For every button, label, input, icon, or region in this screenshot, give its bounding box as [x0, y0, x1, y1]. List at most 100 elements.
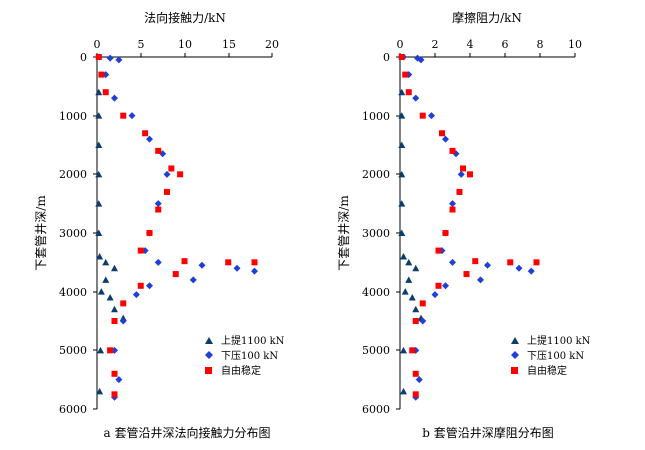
point-diamond-0-1-2	[115, 56, 123, 64]
panel-a-ytick-2: 2000	[59, 168, 87, 181]
point-triangle-1-0-9	[405, 276, 413, 283]
point-triangle-1-0-2	[398, 141, 406, 148]
point-triangle-0-0-10	[97, 288, 105, 295]
point-square-1-2-3	[419, 112, 426, 119]
point-square-0-2-4	[142, 130, 149, 137]
panel-b-ytick-6: 6000	[362, 403, 390, 416]
point-diamond-0-1-1	[106, 54, 114, 62]
legend-square-marker	[511, 367, 518, 374]
panel-a-xtick-2: 10	[178, 38, 192, 51]
point-triangle-0-0-9	[102, 276, 110, 283]
point-triangle-0-0-8	[111, 264, 118, 272]
panel-a-ytick-4: 4000	[59, 286, 87, 299]
point-square-1-2-21	[412, 391, 419, 398]
legend-triangle-marker	[205, 337, 213, 344]
point-square-0-2-14	[251, 259, 258, 266]
point-diamond-1-1-17	[442, 282, 449, 290]
point-square-0-2-2	[102, 89, 109, 96]
panel-b-xaxis: 0 2 4 6 8 10	[397, 38, 582, 58]
point-triangle-1-0-4	[398, 200, 406, 207]
point-square-1-2-4	[439, 130, 445, 137]
point-square-1-2-13	[507, 259, 514, 266]
panel-b-ytick-5: 5000	[362, 344, 390, 357]
point-diamond-0-1-17	[146, 282, 153, 290]
panel-a-ytick-6: 6000	[59, 403, 87, 416]
point-square-0-2-6	[168, 165, 175, 172]
point-triangle-0-0-0	[95, 88, 103, 96]
point-triangle-1-0-1	[398, 112, 406, 119]
legend-square-marker	[205, 367, 212, 374]
panel-a-ylabel: 下套管井深/m	[33, 195, 48, 271]
point-square-0-2-12	[181, 258, 188, 265]
panel-b-ytick-1: 1000	[362, 110, 390, 123]
point-triangle-0-0-11	[106, 294, 114, 301]
panel-a-xtick-4: 20	[265, 38, 279, 51]
point-square-1-2-11	[435, 247, 442, 254]
point-square-0-2-19	[107, 347, 114, 354]
panel-b-yaxis: 0 1000 2000 3000 4000 5000 6000 下套管井深/m	[336, 51, 401, 416]
point-diamond-1-1-6	[442, 135, 449, 143]
point-triangle-0-0-2	[95, 141, 103, 148]
panel-a-xtick-1: 5	[138, 38, 145, 51]
point-diamond-1-1-15	[527, 267, 535, 275]
point-square-1-2-1	[402, 71, 409, 78]
point-triangle-0-0-14	[97, 346, 104, 354]
panel-b-ytick-2: 2000	[362, 168, 390, 181]
point-square-1-2-16	[435, 282, 442, 289]
point-diamond-1-1-14	[515, 264, 523, 272]
point-diamond-0-1-13	[198, 261, 206, 269]
point-triangle-0-0-3	[95, 170, 103, 178]
point-square-1-2-7	[467, 171, 473, 178]
panel-b-ytick-3: 3000	[362, 227, 390, 240]
point-square-1-2-8	[456, 188, 463, 195]
point-square-1-2-9	[449, 206, 456, 213]
panel-b-xtick-1: 2	[432, 38, 439, 51]
point-square-0-2-17	[120, 300, 127, 307]
point-triangle-1-0-0	[398, 88, 406, 96]
point-diamond-1-1-2	[417, 56, 425, 64]
panel-b-ytick-0: 0	[383, 51, 390, 64]
legend-triangle-marker	[511, 337, 519, 344]
point-square-0-2-9	[155, 206, 162, 213]
point-square-0-2-1	[98, 71, 105, 78]
point-triangle-1-0-10	[401, 288, 409, 295]
point-diamond-1-1-9	[449, 200, 456, 208]
point-triangle-1-0-13	[412, 305, 420, 313]
point-diamond-0-1-18	[132, 291, 140, 299]
panel-b-xtick-3: 6	[502, 38, 509, 51]
point-square-0-2-7	[177, 171, 184, 178]
point-square-1-2-2	[405, 89, 412, 96]
panel-a-ytick-3: 3000	[59, 227, 87, 240]
point-diamond-0-1-12	[154, 258, 162, 266]
legend-diamond-marker	[205, 351, 213, 359]
point-triangle-0-0-15	[96, 387, 104, 395]
point-square-0-2-15	[172, 271, 179, 278]
point-square-0-2-0	[95, 54, 102, 60]
point-triangle-0-0-4	[95, 200, 103, 207]
panel-a-caption: a 套管沿井深法向接触力分布图	[104, 425, 271, 440]
point-square-1-2-19	[409, 347, 416, 354]
point-triangle-1-0-8	[412, 264, 420, 272]
point-diamond-0-1-21	[115, 376, 123, 384]
point-diamond-1-1-8	[457, 170, 465, 178]
legend-diamond-marker	[511, 351, 519, 359]
panel-a-legend: 上提1100 kN 下压100 kN 自由稳定	[205, 335, 285, 377]
point-square-0-2-20	[111, 370, 118, 377]
point-diamond-1-1-18	[431, 291, 439, 299]
point-square-0-2-21	[111, 391, 118, 398]
point-square-0-2-11	[137, 247, 144, 254]
point-triangle-0-0-5	[95, 229, 103, 236]
panel-a-ytick-0: 0	[80, 51, 87, 64]
point-square-1-2-17	[419, 300, 426, 307]
panel-b-xtick-2: 4	[467, 38, 474, 51]
legend-label-lift: 上提1100 kN	[527, 335, 591, 347]
point-square-0-2-3	[120, 112, 127, 119]
point-square-0-2-10	[146, 230, 153, 236]
point-square-0-2-13	[225, 259, 232, 266]
panel-a-ytick-5: 5000	[59, 344, 87, 357]
panel-a-ytick-1: 1000	[59, 110, 87, 123]
panel-a-xtick-3: 15	[222, 38, 236, 51]
point-square-0-2-5	[155, 147, 162, 154]
panel-b: 摩擦阻力/kN 0 2 4 6 8 10 0 1000	[336, 10, 591, 440]
panel-a-title: 法向接触力/kN	[144, 10, 226, 25]
